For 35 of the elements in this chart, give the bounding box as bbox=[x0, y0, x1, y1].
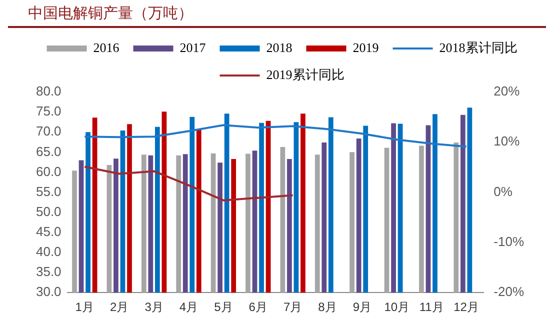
y2-tick-label: -20% bbox=[494, 284, 524, 300]
legend-label: 2018累计同比 bbox=[439, 40, 518, 55]
x-tick-label: 6月 bbox=[248, 300, 268, 314]
legend-label: 2017 bbox=[180, 40, 206, 55]
y-tick-label: 60.0 bbox=[36, 164, 62, 179]
x-tick-label: 12月 bbox=[454, 300, 479, 314]
legend-label: 2016 bbox=[93, 40, 120, 55]
x-tick-label: 1月 bbox=[75, 300, 94, 314]
x-tick-label: 5月 bbox=[214, 300, 233, 314]
x-tick-label: 7月 bbox=[283, 300, 302, 314]
y-tick-label: 75.0 bbox=[36, 104, 62, 119]
y-tick-label: 80.0 bbox=[36, 84, 62, 99]
y2-tick-label: -10% bbox=[494, 234, 524, 250]
x-tick-label: 10月 bbox=[384, 300, 410, 314]
x-tick-label: 8月 bbox=[318, 300, 337, 314]
legend-label: 2019 bbox=[352, 40, 379, 55]
y-tick-label: 45.0 bbox=[36, 224, 62, 239]
y-tick-label: 55.0 bbox=[36, 184, 62, 199]
y2-tick-label: 20% bbox=[494, 84, 520, 99]
x-tick-label: 4月 bbox=[179, 300, 198, 314]
y-tick-label: 40.0 bbox=[36, 244, 62, 260]
legend-label: 2018 bbox=[266, 40, 292, 55]
y-tick-label: 50.0 bbox=[36, 204, 62, 219]
x-tick-label: 11月 bbox=[419, 300, 444, 314]
y-tick-label: 65.0 bbox=[36, 144, 62, 159]
y-tick-label: 30.0 bbox=[36, 284, 62, 300]
x-tick-label: 2月 bbox=[110, 300, 129, 314]
chart-title: 中国电解铜产量（万吨） bbox=[8, 4, 546, 28]
y-tick-label: 35.0 bbox=[36, 264, 62, 280]
y-tick-label: 70.0 bbox=[36, 124, 62, 139]
y2-tick-label: 0% bbox=[494, 184, 513, 199]
x-tick-label: 3月 bbox=[144, 300, 164, 314]
legend-label: 2019累计同比 bbox=[266, 66, 344, 82]
y2-tick-label: 10% bbox=[494, 134, 520, 149]
x-tick-label: 9月 bbox=[352, 300, 372, 314]
